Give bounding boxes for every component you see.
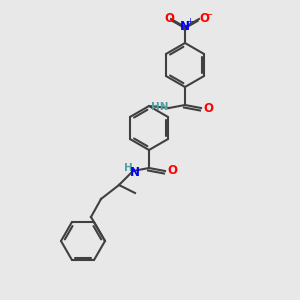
- Text: O: O: [199, 11, 209, 25]
- Text: +: +: [187, 16, 194, 26]
- Text: HN: HN: [151, 102, 169, 112]
- Text: N: N: [130, 167, 140, 179]
- Text: O: O: [167, 164, 177, 178]
- Text: H: H: [124, 163, 132, 173]
- Text: −: −: [205, 10, 213, 20]
- Text: O: O: [164, 11, 174, 25]
- Text: N: N: [180, 20, 190, 34]
- Text: O: O: [203, 101, 213, 115]
